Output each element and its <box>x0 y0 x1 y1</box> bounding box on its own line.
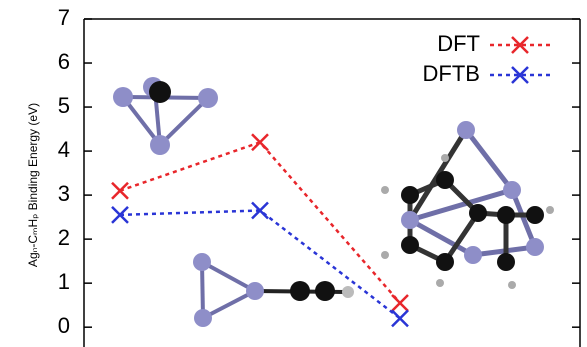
legend-label: DFT <box>437 31 480 56</box>
y-tick-label: 0 <box>58 313 70 338</box>
y-tick-label: 4 <box>58 137 70 162</box>
y-tick-label: 1 <box>58 269 70 294</box>
y-tick-label: 3 <box>58 181 70 206</box>
y-tick-label: 7 <box>58 5 70 30</box>
legend-label: DFTB <box>423 61 480 86</box>
y-tick-label: 5 <box>58 93 70 118</box>
chart: Agₙ-CₘHₚ Binding Energy (eV) 0 1 2 3 4 5 6 7 DFT… <box>0 0 587 347</box>
y-axis-label: Agₙ-CₘHₚ Binding Energy (eV) <box>26 103 40 267</box>
y-tick-label: 2 <box>58 225 70 250</box>
y-tick-label: 6 <box>58 49 70 74</box>
